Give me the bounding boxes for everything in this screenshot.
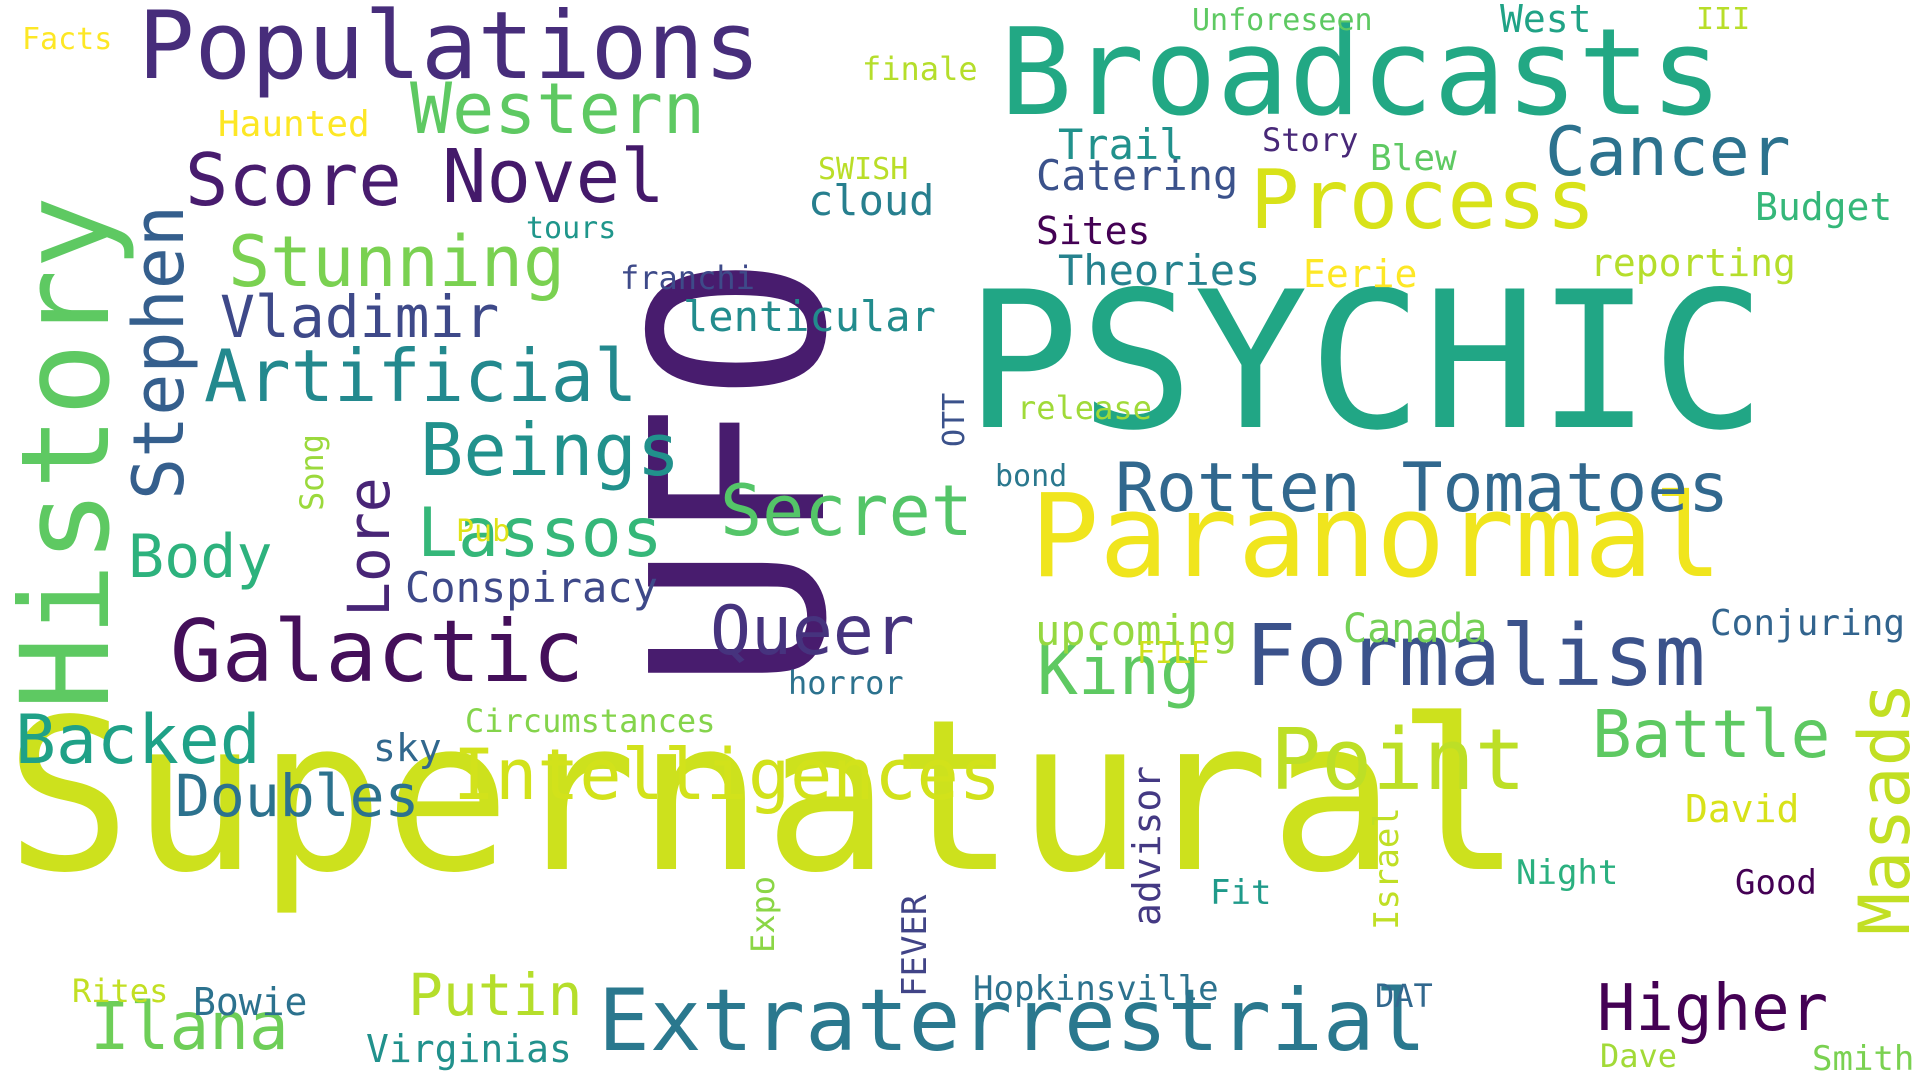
word-masads: Masads bbox=[1850, 682, 1920, 935]
word-israel: Israel bbox=[1370, 807, 1404, 930]
word-horror: horror bbox=[788, 667, 904, 699]
word-rotten-tomatoes: Rotten Tomatoes bbox=[1115, 455, 1729, 523]
word-cancer: Cancer bbox=[1545, 119, 1791, 187]
word-lenticular: lenticular bbox=[683, 296, 936, 338]
word-conspiracy: Conspiracy bbox=[405, 567, 658, 609]
word-conjuring: Conjuring bbox=[1710, 606, 1905, 642]
word-good: Good bbox=[1735, 866, 1817, 900]
word-bond: bond bbox=[995, 462, 1067, 492]
word-stephen: Stephen bbox=[124, 205, 194, 500]
word-canada: Canada bbox=[1343, 609, 1488, 649]
word-budget: Budget bbox=[1755, 188, 1892, 226]
word-circumstances: Circumstances bbox=[465, 705, 715, 737]
word-haunted: Haunted bbox=[218, 107, 370, 143]
word-novel: Novel bbox=[442, 140, 665, 214]
word-pub: Pub bbox=[456, 517, 510, 547]
word-advisor: advisor bbox=[1128, 766, 1166, 926]
word-ott: OTT bbox=[940, 393, 970, 447]
word-bowie: Bowie bbox=[193, 983, 307, 1021]
word-finale: finale bbox=[862, 53, 978, 85]
word-virginias: Virginias bbox=[366, 1030, 572, 1068]
word-tours: tours bbox=[526, 214, 616, 244]
word-doubles: Doubles bbox=[175, 767, 419, 825]
word-expo: Expo bbox=[747, 876, 779, 953]
word-lore: Lore bbox=[340, 477, 398, 617]
word-smith: Smith bbox=[1812, 1042, 1914, 1076]
word-fever: FEVER bbox=[898, 895, 932, 997]
word-lassos: Lassos bbox=[417, 500, 663, 568]
word-vladimir: Vladimir bbox=[220, 288, 499, 346]
word-higher: Higher bbox=[1597, 977, 1828, 1041]
word-putin: Putin bbox=[408, 966, 583, 1024]
word-west: West bbox=[1500, 0, 1592, 38]
word-iii: III bbox=[1696, 5, 1750, 35]
word-file: FILE bbox=[1137, 639, 1209, 669]
word-unforeseen: Unforeseen bbox=[1192, 6, 1373, 36]
word-score: Score bbox=[185, 144, 402, 216]
word-sky: sky bbox=[373, 729, 442, 767]
word-history: History bbox=[5, 196, 127, 710]
word-facts: Facts bbox=[22, 25, 112, 55]
word-story: Story bbox=[1262, 124, 1358, 156]
word-secret: Secret bbox=[720, 476, 973, 546]
word-beings: Beings bbox=[420, 414, 680, 486]
word-reporting: reporting bbox=[1590, 244, 1796, 282]
word-night: Night bbox=[1516, 856, 1618, 890]
word-dave: Dave bbox=[1600, 1040, 1677, 1072]
word-trail: Trail bbox=[1058, 124, 1184, 166]
word-battle: Battle bbox=[1592, 702, 1830, 768]
word-dat: DAT bbox=[1375, 980, 1433, 1012]
word-rites: Rites bbox=[72, 975, 168, 1007]
word-eerie: Eerie bbox=[1303, 255, 1417, 293]
word-david: David bbox=[1685, 790, 1799, 828]
word-hopkinsville: Hopkinsville bbox=[973, 972, 1219, 1006]
word-release: release bbox=[1017, 392, 1152, 424]
word-galactic: Galactic bbox=[170, 609, 584, 695]
word-point: Point bbox=[1270, 718, 1526, 803]
word-song: Song bbox=[296, 434, 328, 511]
word-intelligences: Intelligences bbox=[453, 740, 1001, 810]
word-blew: Blew bbox=[1370, 141, 1457, 177]
word-theories: Theories bbox=[1058, 250, 1260, 292]
word-franchi: franchi bbox=[620, 262, 755, 294]
word-fit: Fit bbox=[1210, 876, 1271, 910]
word-queer: Queer bbox=[710, 598, 915, 666]
word-swish: SWISH bbox=[818, 155, 908, 185]
word-body: Body bbox=[128, 527, 273, 587]
word-sites: Sites bbox=[1036, 212, 1150, 250]
